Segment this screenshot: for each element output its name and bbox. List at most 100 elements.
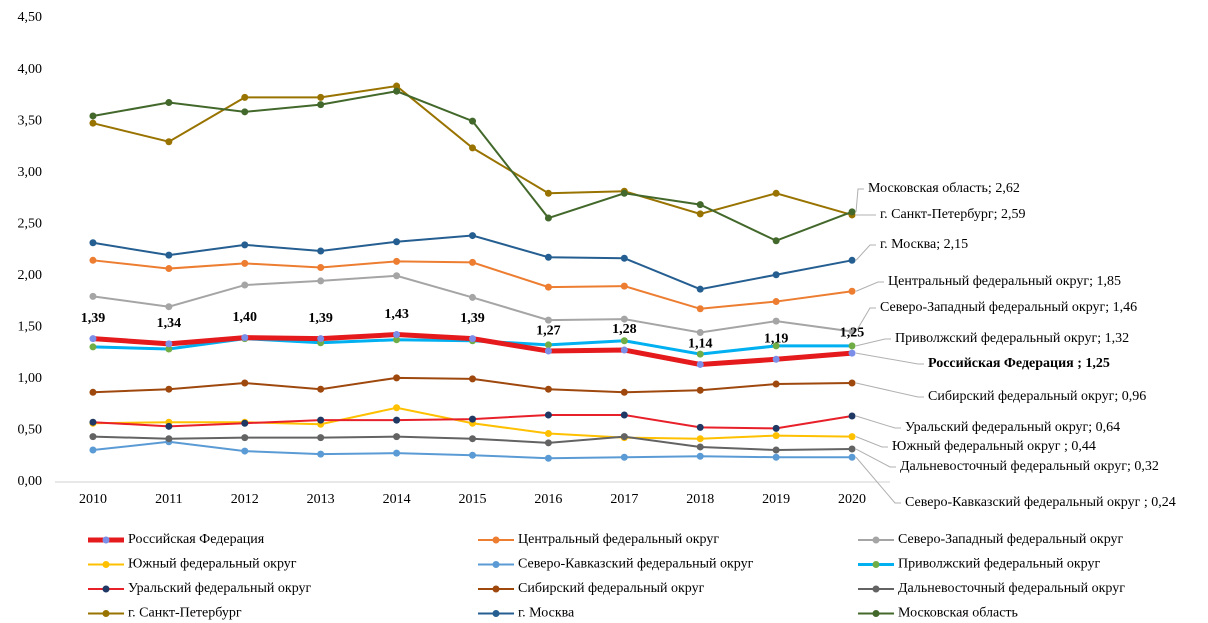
- point: [165, 99, 173, 107]
- point: [469, 144, 476, 152]
- point: [772, 271, 780, 279]
- x-tick-label: 2013: [307, 492, 335, 507]
- legend-marker: [102, 561, 110, 568]
- point: [317, 416, 325, 424]
- point: [544, 316, 552, 324]
- point: [696, 360, 704, 368]
- point: [89, 388, 97, 396]
- point: [89, 119, 97, 127]
- point: [469, 375, 476, 383]
- point: [317, 450, 325, 458]
- annotation: Северо-Кавказский федеральный округ ; 0,…: [905, 495, 1176, 510]
- y-tick-label: 1,00: [18, 371, 43, 386]
- point: [620, 337, 628, 345]
- point: [241, 93, 249, 101]
- point: [469, 335, 476, 343]
- point: [848, 342, 856, 350]
- legend-marker: [492, 585, 500, 593]
- point: [89, 343, 97, 351]
- point: [848, 445, 856, 453]
- legend-marker: [872, 561, 880, 568]
- point: [620, 388, 628, 396]
- leader-line: [855, 382, 924, 398]
- legend-label: Южный федеральный округ: [128, 557, 297, 572]
- legend-label: г. Санкт-Петербург: [128, 606, 242, 621]
- point: [393, 416, 401, 424]
- leader-line: [855, 281, 884, 292]
- data-label: 1,39: [460, 311, 485, 326]
- point: [241, 334, 249, 342]
- point: [241, 434, 249, 442]
- point: [696, 201, 704, 209]
- series-line: [92, 259, 853, 310]
- point: [241, 108, 249, 116]
- x-tick-label: 2015: [459, 492, 487, 507]
- y-tick-label: 4,00: [18, 62, 43, 77]
- point: [544, 283, 552, 291]
- annotation: Дальневосточный федеральный округ; 0,32: [900, 459, 1159, 474]
- point: [393, 433, 401, 441]
- point: [848, 349, 856, 357]
- y-tick-label: 0,50: [18, 423, 43, 438]
- point: [848, 208, 856, 216]
- point: [696, 452, 704, 460]
- point: [165, 435, 173, 443]
- legend-marker: [492, 561, 500, 568]
- data-label: 1,25: [840, 325, 865, 340]
- y-tick-label: 2,00: [18, 268, 43, 283]
- leader-line: [855, 352, 924, 365]
- legend-label: Российская Федерация: [128, 532, 265, 547]
- point: [393, 331, 401, 339]
- legend-marker: [102, 585, 110, 593]
- point: [696, 443, 704, 451]
- point: [772, 237, 780, 245]
- point: [317, 264, 325, 272]
- point: [848, 256, 856, 264]
- data-label: 1,27: [536, 323, 561, 338]
- legend-marker: [102, 536, 110, 544]
- point: [89, 256, 97, 264]
- point: [241, 259, 249, 267]
- point: [165, 422, 173, 430]
- data-label: 1,39: [81, 311, 106, 326]
- x-tick-label: 2012: [231, 492, 259, 507]
- y-tick-label: 3,50: [18, 113, 43, 128]
- point: [544, 253, 552, 261]
- point: [165, 345, 173, 353]
- point: [620, 346, 628, 354]
- point: [772, 298, 780, 306]
- point: [848, 412, 856, 420]
- legend-marker: [872, 610, 880, 617]
- x-tick-label: 2010: [79, 492, 107, 507]
- point: [241, 447, 249, 455]
- point: [89, 446, 97, 454]
- annotation: Российская Федерация ; 1,25: [928, 356, 1110, 371]
- point: [469, 258, 476, 266]
- point: [620, 189, 628, 197]
- leader-line: [855, 436, 888, 448]
- point: [241, 241, 249, 249]
- x-tick-label: 2019: [762, 492, 790, 507]
- point: [696, 328, 704, 336]
- annotation: Уральский федеральный округ; 0,64: [905, 420, 1120, 435]
- point: [393, 82, 401, 90]
- legend-marker: [872, 585, 880, 593]
- point: [772, 432, 780, 440]
- point: [696, 386, 704, 394]
- point: [469, 415, 476, 423]
- point: [165, 340, 173, 348]
- point: [393, 257, 401, 265]
- point: [89, 292, 97, 300]
- leader-line: [855, 338, 891, 347]
- annotation: Северо-Западный федеральный округ; 1,46: [880, 300, 1137, 315]
- data-label: 1,28: [612, 322, 637, 337]
- point: [393, 336, 401, 344]
- point: [620, 315, 628, 323]
- x-tick-label: 2017: [610, 492, 638, 507]
- point: [469, 293, 476, 301]
- point: [848, 379, 856, 387]
- point: [848, 287, 856, 295]
- annotation: г. Москва; 2,15: [880, 237, 968, 252]
- x-tick-label: 2020: [838, 492, 866, 507]
